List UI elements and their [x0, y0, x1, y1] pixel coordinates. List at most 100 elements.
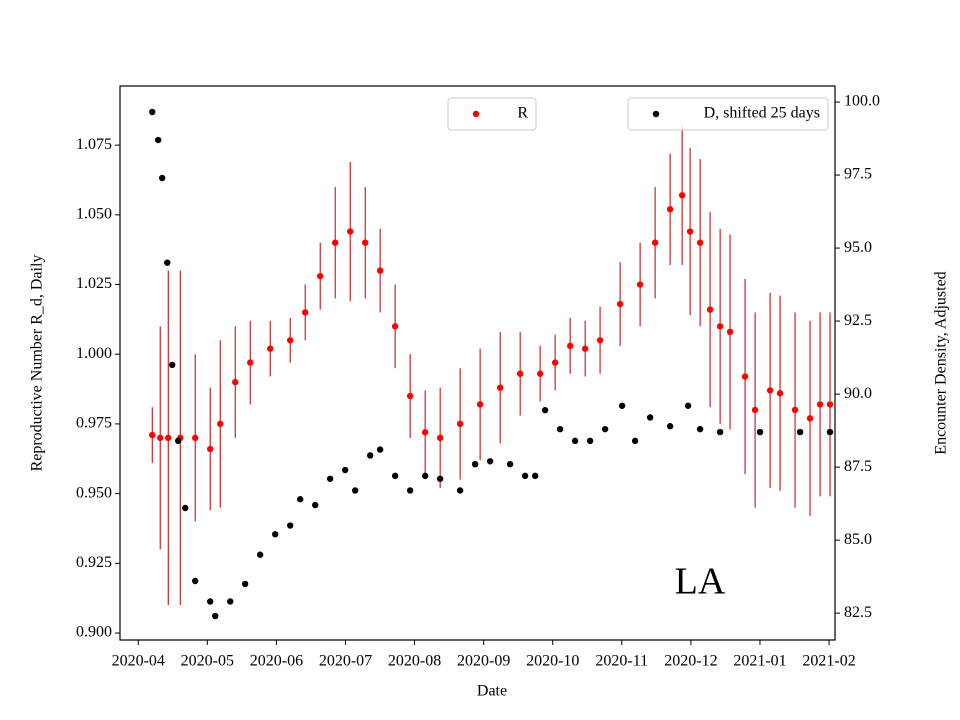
- data-point: [601, 425, 609, 433]
- data-point: [476, 401, 484, 408]
- x-tick-label: 2020-06: [250, 653, 303, 670]
- y2-tick-label: 90.0: [844, 385, 872, 402]
- x-tick-label: 2020-07: [319, 653, 372, 670]
- data-point: [826, 428, 834, 436]
- data-point: [267, 345, 274, 352]
- data-point: [241, 580, 249, 588]
- y2-tick-label: 97.5: [844, 166, 872, 183]
- data-point: [551, 359, 559, 366]
- data-point: [486, 458, 494, 465]
- data-point: [351, 487, 359, 494]
- data-point: [756, 428, 764, 436]
- data-point: [149, 108, 156, 116]
- x-tick-label: 2021-01: [733, 653, 786, 670]
- data-point: [436, 434, 444, 442]
- data-point: [471, 460, 479, 468]
- y2-tick-label: 95.0: [844, 239, 872, 256]
- data-point: [436, 475, 444, 482]
- x-tick-label: 2020-05: [181, 653, 234, 670]
- x-tick-label: 2020-12: [664, 653, 717, 670]
- data-point: [301, 309, 309, 316]
- y2-tick-label: 100.0: [844, 93, 880, 110]
- legend-box: [627, 97, 829, 131]
- data-point: [596, 337, 604, 344]
- data-point: [149, 431, 156, 439]
- data-point: [191, 577, 199, 585]
- data-point: [406, 487, 414, 494]
- data-point: [366, 452, 374, 459]
- data-point: [706, 306, 714, 313]
- data-point: [646, 414, 654, 421]
- data-point: [806, 415, 814, 422]
- data-point: [169, 361, 176, 369]
- data-point: [826, 401, 834, 408]
- data-point: [678, 192, 686, 199]
- data-point: [631, 437, 639, 445]
- data-point: [556, 425, 564, 433]
- data-point: [541, 406, 549, 414]
- y2-tick-label: 92.5: [844, 312, 872, 329]
- data-point: [651, 239, 659, 246]
- y-tick-label: 1.075: [76, 136, 112, 153]
- data-point: [666, 206, 674, 213]
- y-tick-label: 1.050: [76, 205, 112, 222]
- data-point: [521, 472, 529, 480]
- data-point: [256, 551, 264, 558]
- y-tick-label: 0.975: [76, 415, 112, 432]
- y2-axis-label: Encounter Density, Adjusted: [933, 271, 950, 454]
- data-point: [618, 402, 626, 409]
- data-point: [271, 531, 279, 538]
- plot-frame: [119, 85, 836, 641]
- data-point: [726, 328, 734, 336]
- legend-marker: [472, 110, 480, 118]
- data-point: [206, 598, 214, 605]
- y-tick-label: 1.000: [76, 345, 112, 362]
- data-point: [421, 429, 429, 436]
- y2-tick-label: 82.5: [844, 604, 872, 621]
- x-tick-label: 2020-10: [526, 653, 579, 670]
- data-point: [751, 406, 759, 414]
- legend-label: R: [517, 105, 528, 122]
- data-point: [696, 425, 704, 433]
- annotation: LA: [675, 561, 726, 603]
- data-point: [191, 434, 199, 442]
- data-point: [376, 446, 384, 453]
- y-tick-label: 0.950: [76, 484, 112, 501]
- data-point: [227, 598, 234, 605]
- data-point: [312, 501, 319, 509]
- data-point: [696, 239, 704, 246]
- y2-tick-label: 87.5: [844, 458, 872, 475]
- data-point: [666, 423, 674, 430]
- data-point: [716, 323, 724, 330]
- data-point: [741, 373, 749, 380]
- data-point: [616, 300, 624, 308]
- data-point: [341, 466, 349, 474]
- data-point: [157, 434, 164, 442]
- y2-tick-label: 85.0: [844, 531, 872, 548]
- data-point: [536, 370, 544, 377]
- data-point: [406, 392, 414, 400]
- data-point: [391, 472, 399, 480]
- data-point: [212, 612, 219, 620]
- data-point: [496, 384, 504, 391]
- data-point: [182, 504, 189, 512]
- data-point: [791, 406, 799, 414]
- data-point: [362, 239, 369, 246]
- data-point: [165, 434, 172, 442]
- legend-label: D, shifted 25 days: [704, 105, 820, 122]
- data-point: [164, 259, 171, 266]
- x-axis-label: Date: [477, 683, 507, 700]
- data-point: [456, 420, 464, 428]
- data-point: [581, 345, 589, 352]
- data-point: [347, 228, 354, 235]
- data-point: [155, 136, 162, 144]
- data-point: [286, 337, 294, 344]
- data-point: [391, 323, 399, 330]
- data-point: [158, 174, 166, 182]
- data-point: [326, 475, 334, 482]
- x-tick-label: 2020-11: [595, 653, 648, 670]
- data-point: [516, 370, 524, 377]
- data-point: [232, 378, 239, 386]
- legend-marker: [652, 110, 660, 118]
- data-point: [636, 281, 644, 288]
